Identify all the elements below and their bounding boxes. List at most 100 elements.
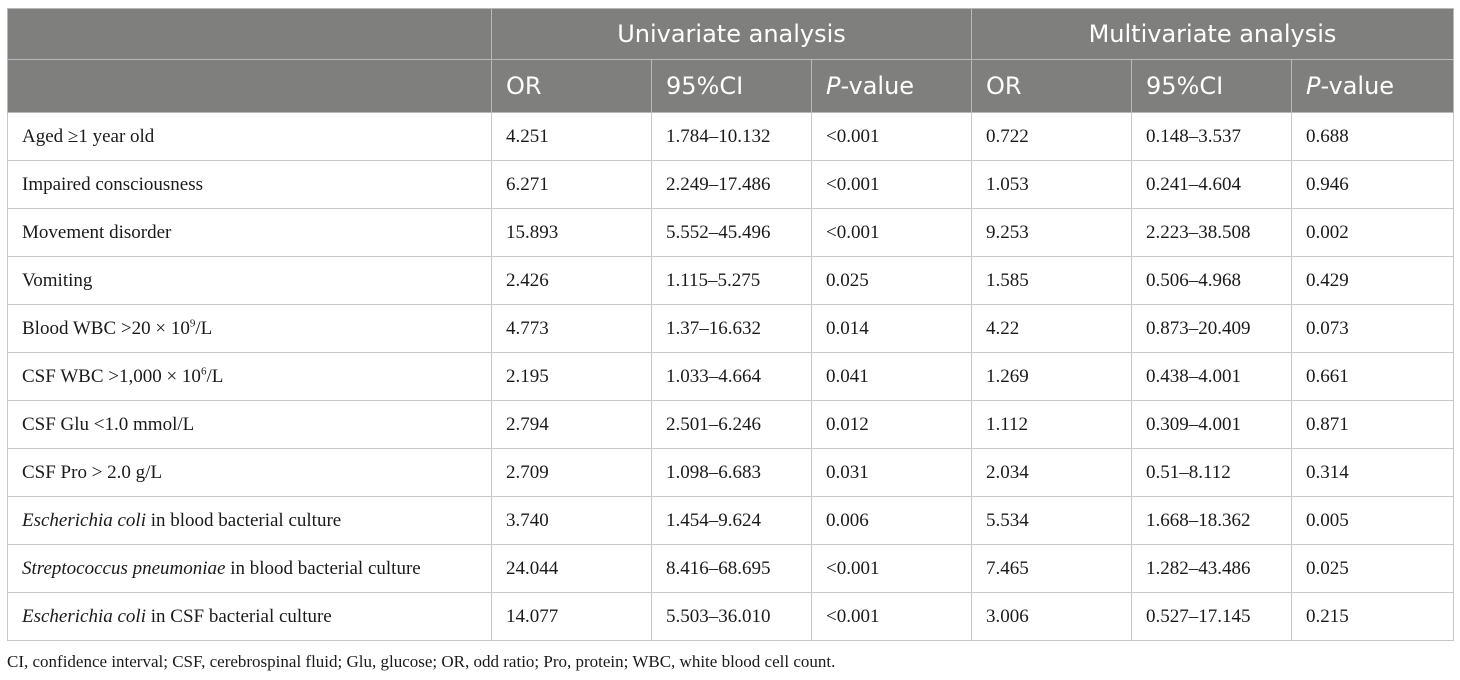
organism-name: Escherichia coli xyxy=(22,509,146,531)
univariate-ci-cell: 5.503–36.010 xyxy=(651,592,812,641)
univariate-or-cell: 4.773 xyxy=(491,304,652,353)
multivariate-p-cell: 0.073 xyxy=(1291,304,1454,353)
univariate-or-cell: 2.794 xyxy=(491,400,652,449)
univariate-ci-cell: 1.115–5.275 xyxy=(651,256,812,305)
variable-subheader xyxy=(7,59,492,113)
univariate-ci-cell: 1.098–6.683 xyxy=(651,448,812,497)
multivariate-ci-cell: 2.223–38.508 xyxy=(1131,208,1292,257)
variable-label: in blood bacterial culture xyxy=(225,557,421,579)
p-italic: P xyxy=(1306,72,1321,100)
univariate-ci-cell: 2.501–6.246 xyxy=(651,400,812,449)
univariate-p-header: P-value xyxy=(811,59,972,113)
results-table-container: Univariate analysis Multivariate analysi… xyxy=(7,8,1454,641)
variable-header xyxy=(7,8,492,60)
organism-name: Streptococcus pneumoniae xyxy=(22,557,226,579)
multivariate-ci-cell: 0.873–20.409 xyxy=(1131,304,1292,353)
superscript: 9 xyxy=(189,317,196,330)
variable-cell: Vomiting xyxy=(7,256,492,305)
multivariate-p-cell: 0.871 xyxy=(1291,400,1454,449)
table-row: Aged ≥1 year old 4.251 1.784–10.132 <0.0… xyxy=(7,112,1454,161)
variable-label-unit: /L xyxy=(206,365,224,387)
variable-label: Blood WBC >20 × 10 xyxy=(22,317,190,339)
multivariate-or-header: OR xyxy=(971,59,1132,113)
variable-cell: Blood WBC >20 × 109/L xyxy=(7,304,492,353)
variable-label: Aged ≥1 year old xyxy=(22,125,155,147)
variable-cell: CSF Pro > 2.0 g/L xyxy=(7,448,492,497)
variable-label: CSF Glu <1.0 mmol/L xyxy=(22,413,195,435)
multivariate-p-cell: 0.661 xyxy=(1291,352,1454,401)
multivariate-or-cell: 2.034 xyxy=(971,448,1132,497)
univariate-header: Univariate analysis xyxy=(491,8,972,60)
table-row: CSF WBC >1,000 × 106/L 2.195 1.033–4.664… xyxy=(7,352,1454,401)
variable-label: CSF Pro > 2.0 g/L xyxy=(22,461,163,483)
multivariate-ci-cell: 0.438–4.001 xyxy=(1131,352,1292,401)
multivariate-p-header: P-value xyxy=(1291,59,1454,113)
multivariate-or-cell: 3.006 xyxy=(971,592,1132,641)
multivariate-ci-cell: 0.309–4.001 xyxy=(1131,400,1292,449)
multivariate-or-cell: 1.269 xyxy=(971,352,1132,401)
multivariate-p-cell: 0.314 xyxy=(1291,448,1454,497)
univariate-p-cell: 0.012 xyxy=(811,400,972,449)
variable-label: in blood bacterial culture xyxy=(146,509,342,531)
table-footnote: CI, confidence interval; CSF, cerebrospi… xyxy=(7,652,836,671)
variable-cell: CSF Glu <1.0 mmol/L xyxy=(7,400,492,449)
univariate-ci-cell: 1.784–10.132 xyxy=(651,112,812,161)
univariate-ci-header: 95%CI xyxy=(651,59,812,113)
multivariate-or-cell: 4.22 xyxy=(971,304,1132,353)
univariate-or-cell: 2.709 xyxy=(491,448,652,497)
multivariate-ci-cell: 0.51–8.112 xyxy=(1131,448,1292,497)
univariate-p-cell: <0.001 xyxy=(811,112,972,161)
table-row: Blood WBC >20 × 109/L 4.773 1.37–16.632 … xyxy=(7,304,1454,353)
univariate-or-header: OR xyxy=(491,59,652,113)
variable-label: Impaired consciousness xyxy=(22,173,203,195)
multivariate-ci-cell: 0.506–4.968 xyxy=(1131,256,1292,305)
multivariate-ci-cell: 0.148–3.537 xyxy=(1131,112,1292,161)
univariate-ci-cell: 1.454–9.624 xyxy=(651,496,812,545)
univariate-p-cell: 0.031 xyxy=(811,448,972,497)
multivariate-p-cell: 0.215 xyxy=(1291,592,1454,641)
multivariate-or-cell: 1.585 xyxy=(971,256,1132,305)
table-row: Impaired consciousness 6.271 2.249–17.48… xyxy=(7,160,1454,209)
univariate-or-cell: 3.740 xyxy=(491,496,652,545)
variable-cell: CSF WBC >1,000 × 106/L xyxy=(7,352,492,401)
univariate-p-cell: <0.001 xyxy=(811,160,972,209)
table-row: Streptococcus pneumoniae in blood bacter… xyxy=(7,544,1454,593)
variable-cell: Escherichia coli in blood bacterial cult… xyxy=(7,496,492,545)
multivariate-p-cell: 0.946 xyxy=(1291,160,1454,209)
univariate-ci-cell: 2.249–17.486 xyxy=(651,160,812,209)
table-row: Movement disorder 15.893 5.552–45.496 <0… xyxy=(7,208,1454,257)
variable-cell: Movement disorder xyxy=(7,208,492,257)
organism-name: Escherichia coli xyxy=(22,605,146,627)
multivariate-p-cell: 0.429 xyxy=(1291,256,1454,305)
multivariate-ci-cell: 1.668–18.362 xyxy=(1131,496,1292,545)
table-row: Vomiting 2.426 1.115–5.275 0.025 1.585 0… xyxy=(7,256,1454,305)
univariate-or-cell: 15.893 xyxy=(491,208,652,257)
variable-cell: Escherichia coli in CSF bacterial cultur… xyxy=(7,592,492,641)
sub-header-row: OR 95%CI P-value OR 95%CI P-value xyxy=(7,59,1454,113)
table-row: CSF Pro > 2.0 g/L 2.709 1.098–6.683 0.03… xyxy=(7,448,1454,497)
group-header-row: Univariate analysis Multivariate analysi… xyxy=(7,8,1454,60)
variable-label: Movement disorder xyxy=(22,221,172,243)
p-rest: -value xyxy=(840,72,915,100)
univariate-or-cell: 24.044 xyxy=(491,544,652,593)
table-body: Aged ≥1 year old 4.251 1.784–10.132 <0.0… xyxy=(7,112,1454,641)
multivariate-or-cell: 7.465 xyxy=(971,544,1132,593)
multivariate-header: Multivariate analysis xyxy=(971,8,1454,60)
univariate-p-cell: 0.041 xyxy=(811,352,972,401)
multivariate-ci-cell: 0.527–17.145 xyxy=(1131,592,1292,641)
univariate-ci-cell: 8.416–68.695 xyxy=(651,544,812,593)
univariate-ci-cell: 1.033–4.664 xyxy=(651,352,812,401)
univariate-or-cell: 2.195 xyxy=(491,352,652,401)
univariate-p-cell: <0.001 xyxy=(811,544,972,593)
multivariate-ci-cell: 0.241–4.604 xyxy=(1131,160,1292,209)
univariate-p-cell: 0.006 xyxy=(811,496,972,545)
multivariate-p-cell: 0.025 xyxy=(1291,544,1454,593)
multivariate-or-cell: 0.722 xyxy=(971,112,1132,161)
univariate-p-cell: 0.014 xyxy=(811,304,972,353)
multivariate-p-cell: 0.688 xyxy=(1291,112,1454,161)
multivariate-ci-header: 95%CI xyxy=(1131,59,1292,113)
p-rest: -value xyxy=(1320,72,1395,100)
univariate-or-cell: 2.426 xyxy=(491,256,652,305)
superscript: 6 xyxy=(200,365,207,378)
table-row: Escherichia coli in CSF bacterial cultur… xyxy=(7,592,1454,641)
